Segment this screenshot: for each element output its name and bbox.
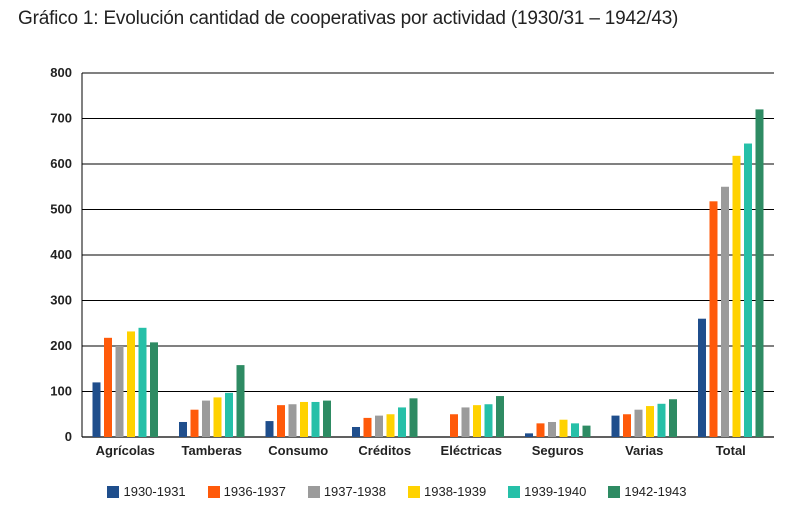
x-tick-label: Consumo (268, 443, 328, 458)
bar (744, 143, 752, 437)
bar (323, 400, 331, 437)
bar (352, 426, 360, 437)
legend-label: 1939-1940 (524, 484, 587, 499)
bar (104, 337, 112, 437)
legend-label: 1936-1937 (223, 484, 286, 499)
bar (559, 419, 568, 437)
bar (398, 407, 406, 437)
bar (721, 186, 729, 437)
legend-swatch (508, 485, 521, 498)
x-tick-label: Agrícolas (96, 443, 155, 458)
bar (582, 425, 591, 437)
bar (150, 342, 158, 437)
bar (571, 423, 579, 437)
legend-swatch (608, 485, 621, 498)
bar (265, 421, 274, 437)
y-tick-label: 600 (50, 156, 72, 171)
bar (450, 414, 458, 437)
bar (536, 423, 545, 437)
legend-item: 1936-1937 (207, 484, 286, 499)
bar (461, 407, 470, 437)
y-tick-label: 100 (50, 384, 72, 399)
chart-title: Gráfico 1: Evolución cantidad de coopera… (18, 8, 679, 29)
x-tick-label: Tamberas (182, 443, 242, 458)
bar (698, 318, 706, 437)
bar (634, 409, 643, 437)
bar (225, 392, 233, 437)
y-tick-label: 700 (50, 111, 72, 126)
legend: 1930-1931 1936-1937 1937-1938 1938-1939 1939… (0, 484, 794, 499)
bar (646, 406, 654, 437)
bar (236, 365, 245, 437)
x-tick-label: Créditos (358, 443, 411, 458)
x-tick-label: Eléctricas (441, 443, 502, 458)
bar (755, 109, 764, 438)
bar (375, 415, 383, 437)
y-tick-label: 300 (50, 293, 72, 308)
y-tick-label: 800 (50, 65, 72, 80)
bar (300, 401, 308, 437)
bar (669, 399, 677, 437)
bar (363, 417, 372, 437)
bar (657, 403, 666, 437)
legend-label: 1937-1938 (323, 484, 386, 499)
legend-item: 1937-1938 (307, 484, 386, 499)
bar (190, 409, 199, 437)
bar (611, 415, 620, 437)
legend-swatch (107, 485, 120, 498)
bar (525, 433, 533, 437)
legend-swatch (307, 485, 320, 498)
bar (732, 155, 741, 437)
bar (548, 421, 556, 437)
bar (386, 414, 395, 437)
legend-swatch (408, 485, 420, 498)
bar (484, 404, 493, 437)
y-tick-label: 500 (50, 202, 72, 217)
bar (709, 201, 718, 437)
bar (277, 405, 285, 437)
x-tick-labels: Agrícolas Tamberas Consumo Créditos Eléctric… (96, 443, 746, 458)
bar (473, 405, 481, 437)
legend-swatch (207, 485, 220, 498)
legend-item: 1930-1931 (107, 484, 186, 499)
x-tick-label: Varias (625, 443, 663, 458)
grid-lines (82, 72, 774, 392)
legend-label: 1930-1931 (123, 484, 186, 499)
bar (202, 400, 210, 437)
y-tick-label: 0 (65, 429, 72, 444)
legend-label: 1938-1939 (424, 484, 487, 499)
bar (115, 346, 124, 437)
bar (409, 398, 418, 437)
x-tick-label: Seguros (532, 443, 584, 458)
legend-item: 1939-1940 (508, 484, 586, 499)
bars (92, 109, 764, 438)
bar (311, 401, 320, 437)
legend-label: 1942-1943 (624, 484, 687, 499)
bar (496, 396, 504, 437)
y-tick-label: 200 (50, 338, 72, 353)
bar (127, 331, 135, 437)
legend-item: 1942-1943 (608, 484, 687, 499)
bar (138, 327, 147, 437)
bar (288, 404, 297, 437)
bar (92, 382, 101, 437)
x-tick-label: Total (716, 443, 746, 458)
bar (179, 421, 187, 437)
y-tick-label: 400 (50, 247, 72, 262)
bar (213, 397, 222, 437)
y-tick-labels: 0 100 200 300 400 500 600 700 800 (50, 65, 72, 444)
bar (623, 414, 631, 437)
legend-item: 1938-1939 (408, 484, 486, 499)
